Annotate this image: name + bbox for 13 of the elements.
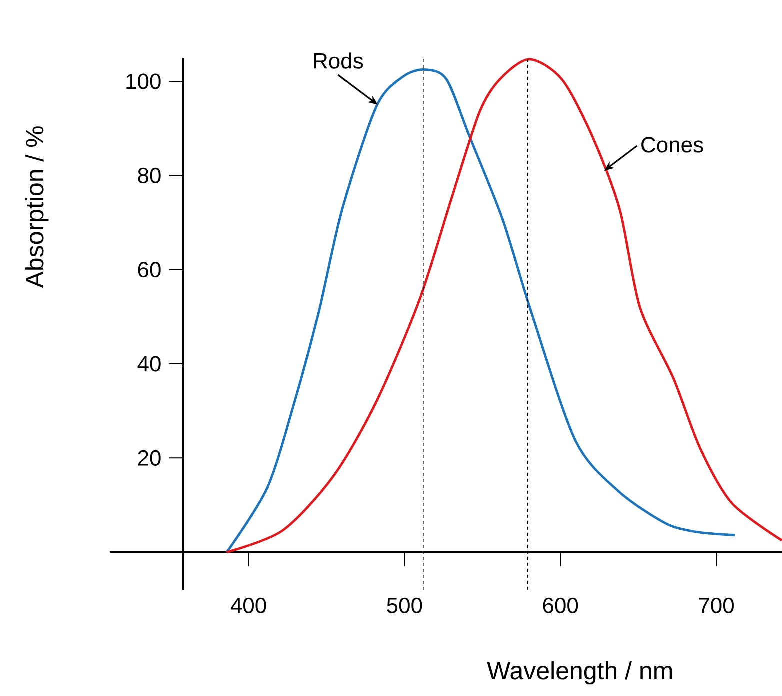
x-tick-label: 700 xyxy=(699,598,734,614)
y-tick-label: 80 xyxy=(138,168,161,184)
x-tick-label: 500 xyxy=(387,598,422,614)
annotation: Cones xyxy=(642,137,704,153)
y-tick-label: 100 xyxy=(126,74,161,90)
x-tick-label: 600 xyxy=(543,598,578,614)
y-axis-title: Absorption / % xyxy=(25,126,49,288)
x-axis-title: Wavelength / nm xyxy=(487,661,672,685)
y-tick-label: 40 xyxy=(138,356,161,372)
x-tick-label: 400 xyxy=(230,598,266,614)
y-tick-label: 60 xyxy=(138,262,161,278)
y-tick-label: 20 xyxy=(138,450,161,466)
annotation: Rods xyxy=(314,52,364,69)
